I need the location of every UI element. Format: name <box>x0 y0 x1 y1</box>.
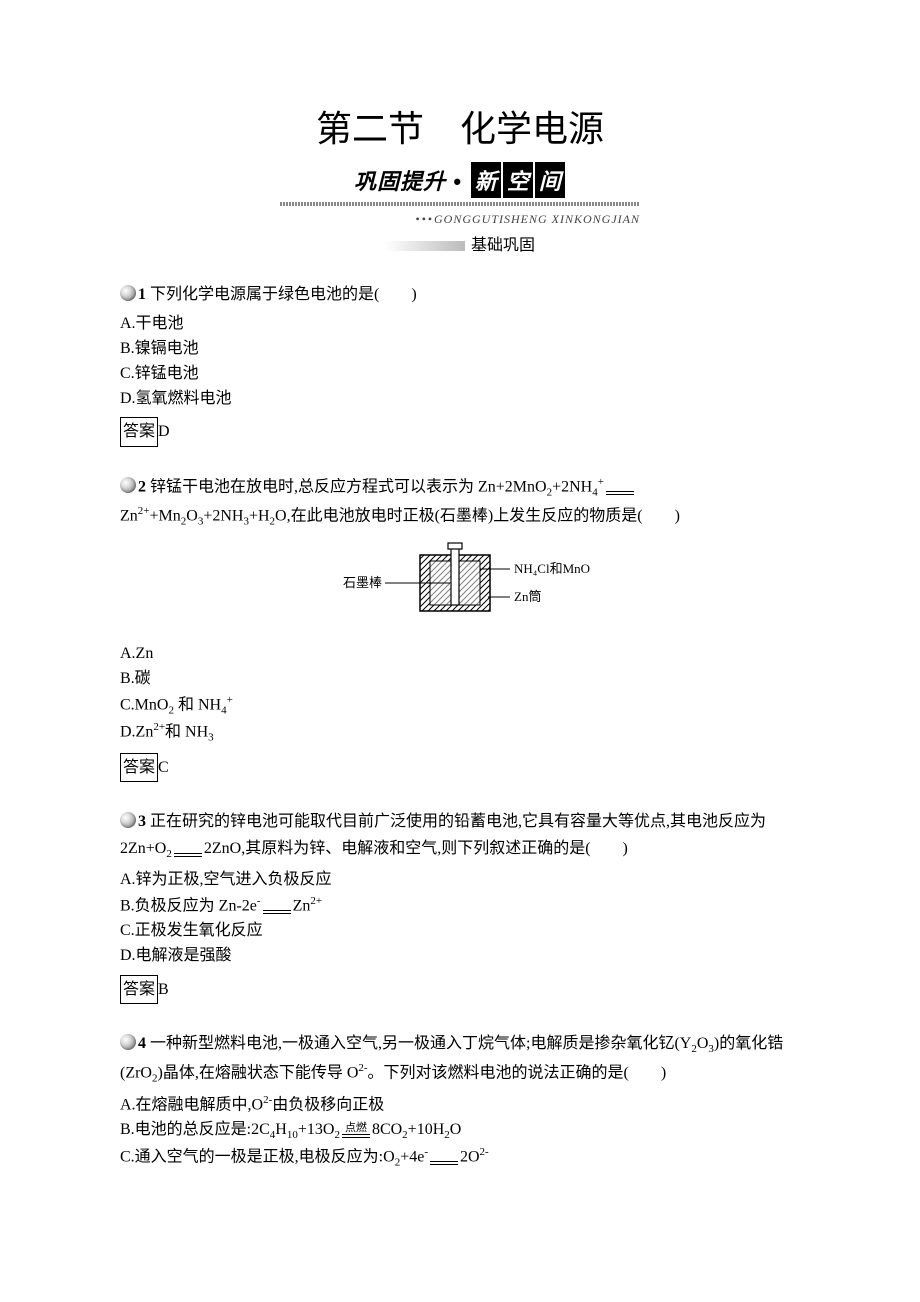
q3-answer-line: 答案B <box>120 975 800 1004</box>
q1-answer-line: 答案D <box>120 417 800 446</box>
equals-arrow-icon <box>263 899 291 914</box>
banner-left-text: 巩固提升 • <box>354 164 462 196</box>
svg-text:Zn筒: Zn筒 <box>514 589 541 604</box>
q4-stem: 4 一种新型燃料电池,一极通入空气,另一极通入丁烷气体;电解质是掺杂氧化钇(Y2… <box>120 1030 800 1088</box>
q4-stem-b: O <box>697 1035 709 1052</box>
q2-option-b: B.碳 <box>120 667 800 692</box>
q4-option-a: A.在熔融电解质中,O2-由负极移向正极 <box>120 1092 800 1118</box>
q3-option-d: D.电解液是强酸 <box>120 944 800 969</box>
svg-text:NH₄Cl和MnO₂: NH₄Cl和MnO₂ <box>514 561 590 576</box>
q1-stem: 1 下列化学电源属于绿色电池的是( ) <box>120 281 800 308</box>
equals-arrow-icon <box>606 480 634 495</box>
q2-stem-g: +H <box>249 507 270 524</box>
q4-stem-d: )晶体,在熔融状态下能传导 O <box>157 1064 358 1081</box>
q1-stem-text: 下列化学电源属于绿色电池的是( ) <box>150 286 417 303</box>
question-1: 1 下列化学电源属于绿色电池的是( ) A.干电池 B.镍镉电池 C.锌锰电池 … <box>120 281 800 447</box>
bullet-icon <box>120 477 136 493</box>
q4-stem-e: 。下列对该燃料电池的说法正确的是( ) <box>368 1064 667 1081</box>
q3-num: 3 <box>138 813 146 830</box>
question-4: 4 一种新型燃料电池,一极通入空气,另一极通入丁烷气体;电解质是掺杂氧化钇(Y2… <box>120 1030 800 1172</box>
q2-option-a: A.Zn <box>120 642 800 667</box>
q2-num: 2 <box>138 478 146 495</box>
q2-stem: 2 锌锰干电池在放电时,总反应方程式可以表示为 Zn+2MnO2+2NH4+ Z… <box>120 473 800 531</box>
q2-stem-h: O,在此电池放电时正极(石墨棒)上发生反应的物质是( ) <box>275 507 680 524</box>
answer-label-box: 答案 <box>120 417 158 446</box>
bullet-icon <box>120 285 136 301</box>
pinyin-dots: ••• <box>415 212 434 226</box>
svg-text:石墨棒: 石墨棒 <box>343 575 382 590</box>
q3-options: A.锌为正极,空气进入负极反应 B.负极反应为 Zn-2e-Zn2+ C.正极发… <box>120 868 800 969</box>
q3-option-a: A.锌为正极,空气进入负极反应 <box>120 868 800 893</box>
section-label-wrap: 基础巩固 <box>120 231 800 255</box>
q4-num: 4 <box>138 1035 146 1052</box>
q2-options: A.Zn B.碳 C.MnO2 和 NH4+ D.Zn2+和 NH3 <box>120 642 800 747</box>
q1-option-d: D.氢氧燃料电池 <box>120 387 800 412</box>
answer-label-box: 答案 <box>120 753 158 782</box>
q2-answer: C <box>158 759 169 776</box>
q2-option-d: D.Zn2+和 NH3 <box>120 719 800 747</box>
bullet-icon <box>120 1034 136 1050</box>
banner-pinyin: •••GONGGUTISHENG XINKONGJIAN <box>120 212 800 227</box>
section-label: 基础巩固 <box>385 231 535 255</box>
banner-right: 新空间 <box>470 162 566 198</box>
question-3: 3 正在研究的锌电池可能取代目前广泛使用的铅蓄电池,它具有容量大等优点,其电池反… <box>120 808 800 1004</box>
q2-stem-f: +2NH <box>203 507 243 524</box>
question-2: 2 锌锰干电池在放电时,总反应方程式可以表示为 Zn+2MnO2+2NH4+ Z… <box>120 473 800 783</box>
q4-option-b: B.电池的总反应是:2C4H10+13O2点燃8CO2+10H2O <box>120 1118 800 1144</box>
pinyin-text: GONGGUTISHENG XINKONGJIAN <box>434 212 640 226</box>
q2-option-c: C.MnO2 和 NH4+ <box>120 692 800 720</box>
q4-options: A.在熔融电解质中,O2-由负极移向正极 B.电池的总反应是:2C4H10+13… <box>120 1092 800 1172</box>
q2-answer-line: 答案C <box>120 753 800 782</box>
banner: 巩固提升 • 新空间 <box>120 162 800 198</box>
equals-arrow-icon <box>430 1150 458 1165</box>
q1-option-b: B.镍镉电池 <box>120 337 800 362</box>
q2-stem-e: O <box>186 507 198 524</box>
banner-char-2: 空 <box>503 162 533 198</box>
q3-stem: 3 正在研究的锌电池可能取代目前广泛使用的铅蓄电池,它具有容量大等优点,其电池反… <box>120 808 800 864</box>
equals-arrow-icon <box>174 842 202 857</box>
banner-char-3: 间 <box>535 162 565 198</box>
banner-char-1: 新 <box>471 162 501 198</box>
banner-underline-wrap <box>120 202 800 206</box>
q1-option-a: A.干电池 <box>120 312 800 337</box>
q3-option-b: B.负极反应为 Zn-2e-Zn2+ <box>120 893 800 919</box>
q1-option-c: C.锌锰电池 <box>120 362 800 387</box>
q2-stem-a: 锌锰干电池在放电时,总反应方程式可以表示为 Zn+2MnO <box>150 478 547 495</box>
battery-diagram-icon: 石墨棒 NH₄Cl和MnO₂ Zn筒 <box>330 541 590 621</box>
q2-stem-d: +Mn <box>150 507 181 524</box>
bullet-icon <box>120 812 136 828</box>
q2-stem-b: +2NH <box>552 478 592 495</box>
q1-answer: D <box>158 423 170 440</box>
q2-stem-c: Zn <box>120 507 138 524</box>
banner-underline <box>280 202 640 206</box>
q4-stem-a: 一种新型燃料电池,一极通入空气,另一极通入丁烷气体;电解质是掺杂氧化钇(Y <box>150 1035 691 1052</box>
q3-stem-b: 2ZnO,其原料为锌、电解液和空气,则下列叙述正确的是( ) <box>204 840 628 857</box>
q3-answer: B <box>158 981 169 998</box>
answer-label-box: 答案 <box>120 975 158 1004</box>
q4-option-c: C.通入空气的一极是正极,电极反应为:O2+4e-2O2- <box>120 1144 800 1172</box>
q1-num: 1 <box>138 286 146 303</box>
page-title: 第二节 化学电源 <box>120 100 800 152</box>
q3-option-c: C.正极发生氧化反应 <box>120 919 800 944</box>
q2-diagram: 石墨棒 NH₄Cl和MnO₂ Zn筒 <box>120 541 800 630</box>
q1-options: A.干电池 B.镍镉电池 C.锌锰电池 D.氢氧燃料电池 <box>120 312 800 411</box>
equals-arrow-icon: 点燃 <box>342 1123 370 1138</box>
